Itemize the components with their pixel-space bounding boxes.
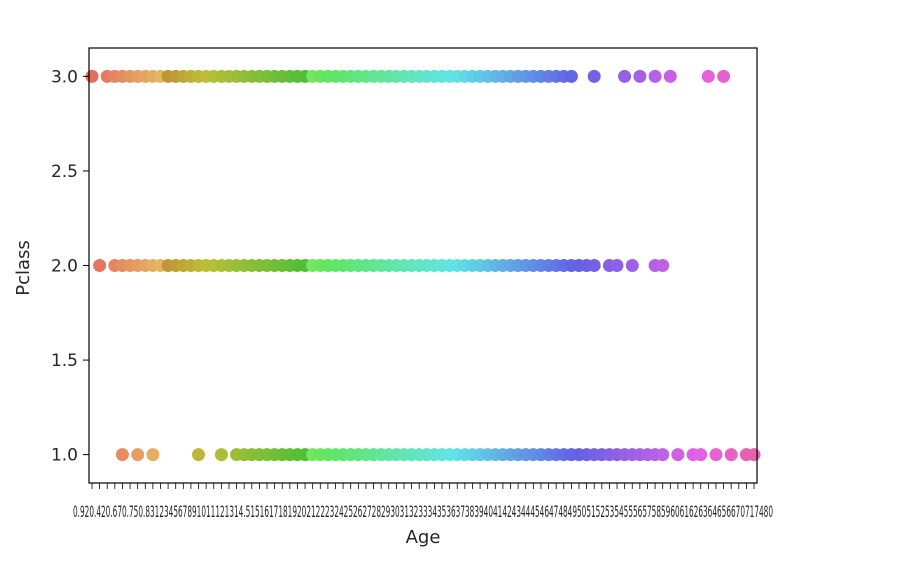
data-point — [671, 448, 685, 462]
data-point — [192, 448, 205, 462]
data-point — [610, 259, 624, 272]
y-axis: 1.0 1.5 2.0 2.5 3.0 — [51, 67, 89, 466]
data-point — [717, 69, 731, 83]
data-point — [663, 69, 677, 83]
data-point — [93, 259, 107, 272]
data-point — [747, 448, 761, 462]
y-tick-label: 3.0 — [51, 67, 78, 87]
data-point — [564, 69, 578, 83]
data-point — [656, 448, 670, 462]
data-point — [709, 448, 723, 462]
data-point — [648, 69, 662, 83]
data-point — [131, 448, 145, 462]
data-point — [618, 69, 632, 83]
y-tick-label: 2.5 — [51, 162, 78, 182]
data-point — [214, 448, 228, 462]
x-axis-title: Age — [406, 527, 441, 548]
data-point — [587, 69, 601, 83]
x-axis-ticks — [91, 483, 755, 489]
data-point — [656, 259, 670, 272]
data-point — [694, 448, 708, 462]
data-point — [701, 69, 715, 83]
data-point — [633, 69, 647, 83]
data-points-layer — [85, 69, 761, 462]
y-tick-label: 1.5 — [51, 351, 78, 371]
data-point — [724, 448, 738, 462]
data-point — [115, 448, 129, 462]
y-axis-title: Pclass — [13, 240, 34, 296]
data-point — [587, 259, 601, 272]
y-tick-label: 2.0 — [51, 257, 78, 277]
x-tick-labels: 0.920.420.670.750.831234567891011121314.… — [73, 502, 773, 521]
data-point — [625, 259, 639, 272]
data-point — [146, 448, 160, 462]
y-tick-label: 1.0 — [51, 446, 78, 466]
